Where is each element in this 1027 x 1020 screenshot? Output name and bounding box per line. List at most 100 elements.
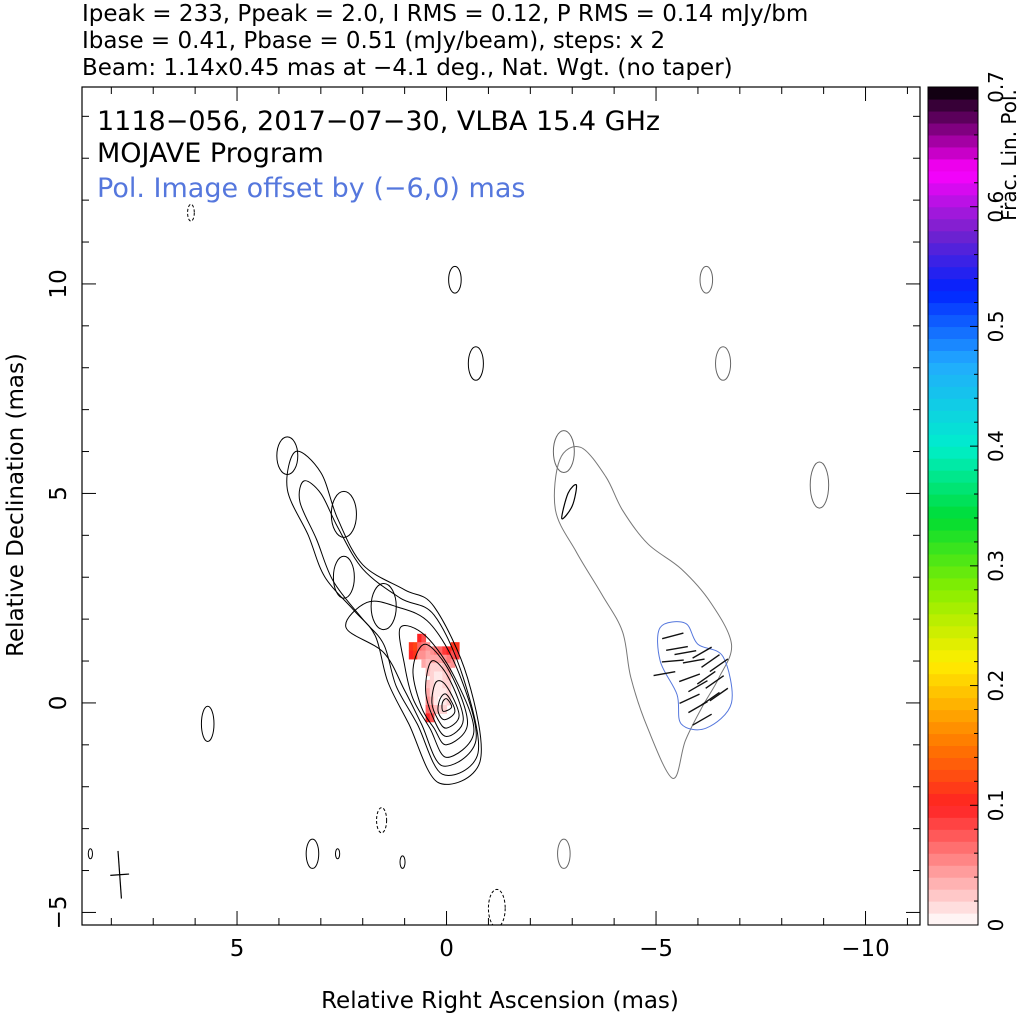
fracpol-pixel [408,650,414,660]
fracpol-pixel [425,705,431,714]
i-contour [441,698,453,712]
colorbar-tick-label: 0 [984,919,1008,932]
i-contour-blob [487,888,506,925]
fracpol-pixel [433,688,439,698]
colorbar-swatch [928,517,978,531]
colorbar-frame [927,86,979,926]
program-annotation: MOJAVE Program [97,138,324,169]
beam-minor-axis [110,873,130,876]
colorbar-swatch [928,482,978,495]
colorbar-swatch [928,386,978,399]
fracpol-pixel [417,633,422,643]
colorbar-swatch [928,170,978,184]
fracpol-pixel [442,663,448,673]
colorbar-swatch [928,565,978,579]
fracpol-pixel [438,654,443,664]
y-tick-label: 0 [46,696,72,711]
i-contour-blob [276,436,299,476]
evpa-vector [682,658,705,664]
fracpol-pixel [429,713,435,723]
fracpol-pixel [450,650,456,660]
evpa-vector [661,632,684,640]
evpa-vector [666,645,688,652]
fracpol-pixel [429,663,435,673]
colorbar-swatch [928,410,978,423]
fracpol-pixel [433,654,439,664]
fracpol-pixel [429,679,435,689]
x-tick-label: −5 [639,936,673,962]
colorbar-tick-label: 0.5 [984,311,1008,343]
x-tick-label: 5 [230,936,245,962]
fracpol-pixel [421,650,427,660]
fracpol-pixel [446,671,452,681]
colorbar-swatch [928,889,978,902]
evpa-vector [653,671,676,677]
colorbar-swatch [928,182,978,196]
colorbar-swatch [928,649,978,663]
fracpol-pixel [446,679,452,689]
colorbar-swatch [928,362,978,375]
fracpol-pixel [438,663,443,673]
y-tick-label: −5 [46,895,72,929]
fracpol-pixel [438,671,443,681]
colorbar-swatch [928,290,978,304]
fracpol-pixel [442,646,448,656]
colorbar-swatch [928,374,978,387]
colorbar-swatch [928,685,978,699]
pol-emission-contour [657,621,733,731]
colorbar-tick-label: 0.3 [984,550,1008,582]
colorbar-label: Frac. Lin. Pol. [997,89,1021,221]
colorbar-swatch [928,661,978,675]
colorbar-swatch [928,697,978,711]
fracpol-pixel [421,633,427,643]
i-contour [345,600,477,767]
colorbar-swatch [928,254,978,268]
plot-frame [81,86,921,926]
x-tick-label: −10 [841,936,890,962]
colorbar-swatch [928,745,978,758]
colorbar-swatch [928,122,978,136]
i-contour-blob [330,490,357,538]
header-line-2: Ibase = 0.41, Pbase = 0.51 (mJy/beam), s… [82,28,666,54]
colorbar-swatch [928,458,978,471]
fracpol-pixel [425,713,431,723]
colorbar-tick-label: 0.4 [984,430,1008,462]
colorbar-swatch [928,398,978,411]
colorbar-tick-label: 0.2 [984,670,1008,702]
colorbar-swatch [928,110,978,124]
fracpol-pixel [446,688,452,698]
evpa-vector [696,670,716,685]
evpa-vector [709,658,729,673]
fracpol-pixel [454,642,460,652]
evpa-vector [701,654,720,668]
i-contour-blob [467,346,484,381]
colorbar-swatch [928,841,978,854]
fracpol-pixel [433,679,439,689]
colorbar-swatch [928,613,978,627]
i-contour-blob [87,848,93,860]
evpa-vector [692,713,712,726]
colorbar-swatch [928,805,978,818]
i-contour-blob [200,705,215,742]
colorbar-swatch [928,230,978,244]
fracpol-pixel [450,658,456,668]
fracpol-pixel [425,642,431,652]
colorbar-swatch [928,817,978,830]
x-axis-title: Relative Right Ascension (mas) [321,988,679,1014]
colorbar-swatch [928,877,978,890]
fracpol-pixel [425,688,431,698]
colorbar-tick-label: 0.7 [984,71,1008,103]
evpa-vector [688,680,708,693]
colorbar-swatch [928,446,978,459]
i-contour-blob [305,838,320,869]
fracpol-pixel [425,696,431,706]
fracpol-pixel [429,705,435,714]
i-contour-blob [399,855,406,869]
fracpol-pixel [442,671,448,681]
i-contour-blob [370,583,397,631]
pol-panel-blob [552,430,575,473]
fracpol-pixel [438,696,443,706]
colorbar-swatch [928,350,978,363]
fracpol-pixel [450,642,456,652]
evpa-vector [705,675,725,689]
